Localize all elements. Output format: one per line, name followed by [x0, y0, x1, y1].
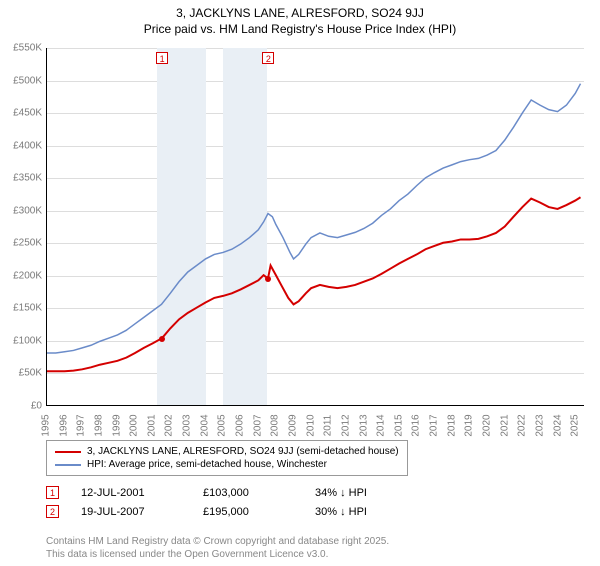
x-axis-label: 2004	[199, 414, 210, 436]
series-blue	[47, 84, 581, 353]
sale-date: 12-JUL-2001	[81, 487, 181, 499]
y-axis-label: £300K	[0, 205, 42, 216]
chart-footer: Contains HM Land Registry data © Crown c…	[46, 536, 389, 561]
x-axis-label: 1996	[58, 414, 69, 436]
sale-row: 2 19-JUL-2007 £195,000 30% ↓ HPI	[46, 505, 367, 518]
x-axis-label: 2006	[235, 414, 246, 436]
x-axis-label: 2018	[446, 414, 457, 436]
series-red	[47, 197, 581, 371]
x-axis-label: 2010	[305, 414, 316, 436]
chart-title: 3, JACKLYNS LANE, ALRESFORD, SO24 9JJ	[0, 6, 600, 20]
x-axis-label: 2012	[340, 414, 351, 436]
sale-marker-dot	[159, 336, 165, 342]
x-axis-label: 2022	[517, 414, 528, 436]
x-axis-label: 2025	[570, 414, 581, 436]
sale-marker-dot	[265, 276, 271, 282]
sale-index-box: 1	[46, 486, 59, 499]
x-axis-label: 2020	[481, 414, 492, 436]
legend-label: HPI: Average price, semi-detached house,…	[87, 459, 327, 470]
legend-swatch	[55, 451, 81, 453]
x-axis-label: 2008	[270, 414, 281, 436]
x-axis-label: 2014	[376, 414, 387, 436]
legend-swatch	[55, 464, 81, 466]
chart-subtitle: Price paid vs. HM Land Registry's House …	[0, 22, 600, 36]
x-axis-label: 2017	[429, 414, 440, 436]
x-axis-label: 2016	[411, 414, 422, 436]
x-axis-label: 2005	[217, 414, 228, 436]
sale-marker-box: 1	[156, 52, 168, 64]
y-axis-label: £250K	[0, 238, 42, 249]
sale-date: 19-JUL-2007	[81, 506, 181, 518]
x-axis-label: 1997	[76, 414, 87, 436]
y-axis-label: £100K	[0, 335, 42, 346]
x-axis-label: 1995	[41, 414, 52, 436]
y-axis-label: £350K	[0, 173, 42, 184]
x-axis-label: 2021	[499, 414, 510, 436]
y-axis-label: £200K	[0, 270, 42, 281]
footer-line-2: This data is licensed under the Open Gov…	[46, 549, 389, 562]
y-axis-label: £550K	[0, 43, 42, 54]
y-axis-label: £500K	[0, 75, 42, 86]
y-axis-label: £450K	[0, 108, 42, 119]
sales-table: 1 12-JUL-2001 £103,000 34% ↓ HPI 2 19-JUL-200…	[46, 486, 367, 524]
y-axis-label: £0	[0, 401, 42, 412]
y-axis-label: £150K	[0, 303, 42, 314]
sale-index-box: 2	[46, 505, 59, 518]
x-axis-label: 2002	[164, 414, 175, 436]
sale-price: £103,000	[203, 487, 293, 499]
x-axis-label: 2019	[464, 414, 475, 436]
x-axis-label: 2011	[323, 415, 334, 437]
sale-row: 1 12-JUL-2001 £103,000 34% ↓ HPI	[46, 486, 367, 499]
footer-line-1: Contains HM Land Registry data © Crown c…	[46, 536, 389, 549]
legend-item: HPI: Average price, semi-detached house,…	[55, 458, 399, 471]
x-axis-label: 2015	[393, 414, 404, 436]
x-axis-label: 2013	[358, 414, 369, 436]
x-axis-label: 1999	[111, 414, 122, 436]
y-axis-label: £400K	[0, 140, 42, 151]
chart-legend: 3, JACKLYNS LANE, ALRESFORD, SO24 9JJ (s…	[46, 440, 408, 476]
x-axis-label: 2003	[182, 414, 193, 436]
sale-delta: 30% ↓ HPI	[315, 506, 367, 518]
x-axis-label: 2023	[534, 414, 545, 436]
x-axis-label: 1998	[93, 414, 104, 436]
sale-marker-box: 2	[262, 52, 274, 64]
legend-item: 3, JACKLYNS LANE, ALRESFORD, SO24 9JJ (s…	[55, 445, 399, 458]
sale-delta: 34% ↓ HPI	[315, 487, 367, 499]
legend-label: 3, JACKLYNS LANE, ALRESFORD, SO24 9JJ (s…	[87, 446, 399, 457]
y-axis-label: £50K	[0, 368, 42, 379]
x-axis-label: 2024	[552, 414, 563, 436]
chart-plot-area: 12	[46, 48, 584, 406]
x-axis-label: 2000	[129, 414, 140, 436]
x-axis-label: 2001	[146, 414, 157, 436]
sale-price: £195,000	[203, 506, 293, 518]
x-axis-label: 2007	[252, 414, 263, 436]
x-axis-label: 2009	[287, 414, 298, 436]
